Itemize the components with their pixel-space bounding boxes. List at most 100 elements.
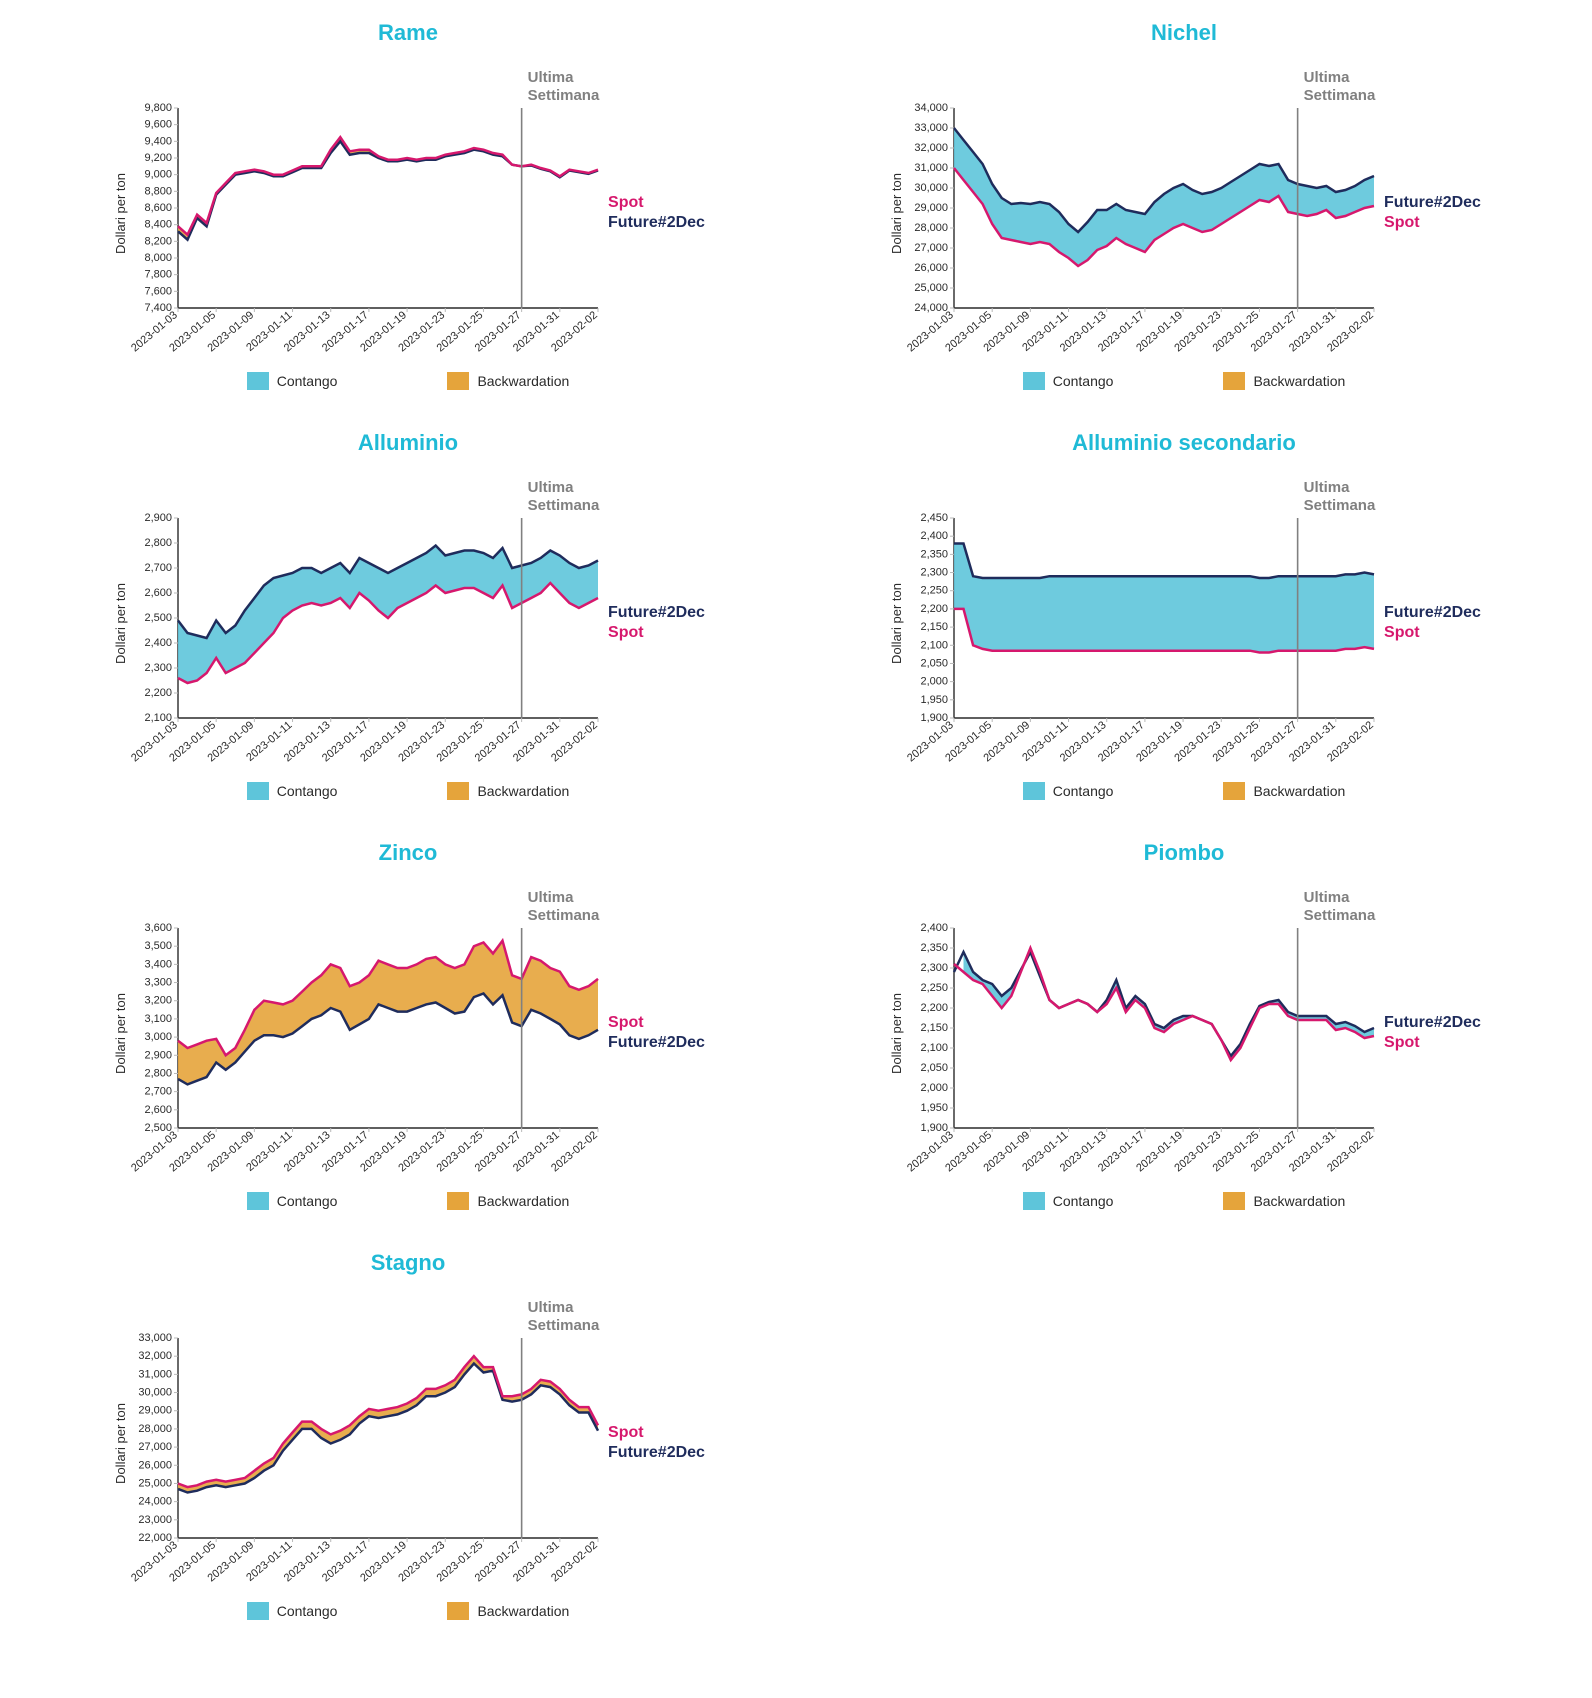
legend-backwardation: Backwardation <box>447 1192 569 1210</box>
y-tick-label: 3,500 <box>145 940 173 952</box>
ultima-settimana-label: Ultima <box>528 889 575 906</box>
y-tick-label: 2,050 <box>921 1062 949 1074</box>
y-axis-label: Dollari per ton <box>887 993 904 1074</box>
y-tick-label: 3,300 <box>145 977 173 989</box>
y-tick-label: 2,400 <box>921 922 949 934</box>
panel-title: Alluminio secondario <box>1072 430 1296 456</box>
legend-contango: Contango <box>247 782 338 800</box>
chart-wrap: Dollari per ton 2,5002,6002,7002,8002,90… <box>40 878 776 1188</box>
chart-wrap: Dollari per ton 1,9001,9502,0002,0502,10… <box>816 878 1552 1188</box>
y-axis-label: Dollari per ton <box>111 993 128 1074</box>
y-tick-label: 2,200 <box>921 603 949 615</box>
series-label-future-2dec: Future#2Dec <box>1384 194 1481 212</box>
panel-title: Alluminio <box>358 430 458 456</box>
legend-contango-label: Contango <box>277 783 338 799</box>
ultima-settimana-label: Settimana <box>1304 87 1376 104</box>
y-tick-label: 9,200 <box>145 152 173 164</box>
ultima-settimana-label: Ultima <box>528 1299 575 1316</box>
y-tick-label: 8,400 <box>145 219 173 231</box>
chart-svg: 7,4007,6007,8008,0008,2008,4008,6008,800… <box>128 58 604 368</box>
chart-wrap: Dollari per ton 24,00025,00026,00027,000… <box>816 58 1552 368</box>
y-tick-label: 29,000 <box>914 202 948 214</box>
y-tick-label: 22,000 <box>138 1532 172 1544</box>
legend-backwardation-label: Backwardation <box>477 373 569 389</box>
y-tick-label: 2,000 <box>921 1082 949 1094</box>
y-tick-label: 2,450 <box>921 512 949 524</box>
series-label-future-2dec: Future#2Dec <box>608 1034 705 1052</box>
y-tick-label: 2,150 <box>921 1022 949 1034</box>
series-labels: SpotFuture#2Dec <box>604 878 705 1188</box>
series-label-future-2dec: Future#2Dec <box>608 604 705 622</box>
ultima-settimana-label: Ultima <box>528 479 575 496</box>
series-label-spot: Spot <box>1384 1034 1481 1052</box>
y-tick-label: 28,000 <box>914 222 948 234</box>
y-tick-label: 2,150 <box>921 621 949 633</box>
y-tick-label: 2,350 <box>921 942 949 954</box>
legend-contango: Contango <box>247 372 338 390</box>
y-tick-label: 30,000 <box>914 182 948 194</box>
ultima-settimana-label: Ultima <box>528 69 575 86</box>
legend-backwardation: Backwardation <box>447 372 569 390</box>
chart-wrap: Dollari per ton 7,4007,6007,8008,0008,20… <box>40 58 776 368</box>
y-tick-label: 33,000 <box>138 1332 172 1344</box>
series-label-future-2dec: Future#2Dec <box>608 1444 705 1462</box>
series-labels: Future#2DecSpot <box>604 468 705 778</box>
chart-wrap: Dollari per ton 1,9001,9502,0002,0502,10… <box>816 468 1552 778</box>
series-labels: Future#2DecSpot <box>1380 878 1481 1188</box>
series-labels: Future#2Dec Spot <box>1380 468 1481 778</box>
legend-backwardation-label: Backwardation <box>1253 373 1345 389</box>
y-tick-label: 9,600 <box>145 119 173 131</box>
y-tick-label: 8,800 <box>145 185 173 197</box>
series-label-future-2dec: Future#2Dec <box>1384 604 1481 622</box>
series-label-future-2dec: Future#2Dec <box>608 214 705 232</box>
legend-backwardation: Backwardation <box>1223 782 1345 800</box>
backwardation-swatch <box>1223 1192 1245 1210</box>
ultima-settimana-label: Ultima <box>1304 889 1351 906</box>
y-tick-label: 33,000 <box>914 122 948 134</box>
y-tick-label: 2,050 <box>921 657 949 669</box>
y-tick-label: 2,800 <box>145 1067 173 1079</box>
panel-title: Nichel <box>1151 20 1217 46</box>
legend: Contango Backwardation <box>247 1602 570 1620</box>
legend-backwardation-label: Backwardation <box>477 783 569 799</box>
y-tick-label: 3,100 <box>145 1013 173 1025</box>
y-tick-label: 26,000 <box>914 262 948 274</box>
y-tick-label: 3,200 <box>145 995 173 1007</box>
series-label-spot: Spot <box>608 194 705 212</box>
series-label-spot: Spot <box>1384 624 1481 642</box>
ultima-settimana-label: Settimana <box>528 87 600 104</box>
y-axis-label: Dollari per ton <box>111 583 128 664</box>
series-label-spot: Spot <box>1384 214 1481 232</box>
page: Rame Dollari per ton 7,4007,6007,8008,00… <box>0 0 1592 1680</box>
backwardation-swatch <box>1223 372 1245 390</box>
contango-swatch <box>247 372 269 390</box>
y-tick-label: 2,900 <box>145 512 173 524</box>
y-tick-label: 32,000 <box>914 142 948 154</box>
legend-backwardation-label: Backwardation <box>477 1603 569 1619</box>
panel-stagno: Stagno Dollari per ton 22,00023,00024,00… <box>40 1250 776 1620</box>
y-tick-label: 2,100 <box>921 639 949 651</box>
y-tick-label: 28,000 <box>138 1423 172 1435</box>
panel-piombo: Piombo Dollari per ton 1,9001,9502,0002,… <box>816 840 1552 1210</box>
y-tick-label: 24,000 <box>914 302 948 314</box>
backwardation-swatch <box>447 1602 469 1620</box>
y-tick-label: 32,000 <box>138 1350 172 1362</box>
y-tick-label: 1,950 <box>921 1102 949 1114</box>
y-tick-label: 29,000 <box>138 1405 172 1417</box>
backwardation-swatch <box>447 1192 469 1210</box>
legend-contango-label: Contango <box>1053 783 1114 799</box>
ultima-settimana-label: Settimana <box>528 1317 600 1334</box>
y-axis-label: Dollari per ton <box>887 583 904 664</box>
legend-backwardation-label: Backwardation <box>1253 1193 1345 1209</box>
panel-title: Piombo <box>1144 840 1225 866</box>
panel-zinco: Zinco Dollari per ton 2,5002,6002,7002,8… <box>40 840 776 1210</box>
legend-contango-label: Contango <box>1053 373 1114 389</box>
y-tick-label: 7,800 <box>145 269 173 281</box>
legend-contango: Contango <box>1023 1192 1114 1210</box>
y-tick-label: 2,400 <box>921 530 949 542</box>
y-axis-label: Dollari per ton <box>111 1403 128 1484</box>
y-tick-label: 2,200 <box>145 687 173 699</box>
y-tick-label: 25,000 <box>138 1477 172 1489</box>
backwardation-swatch <box>447 782 469 800</box>
y-tick-label: 8,600 <box>145 202 173 214</box>
